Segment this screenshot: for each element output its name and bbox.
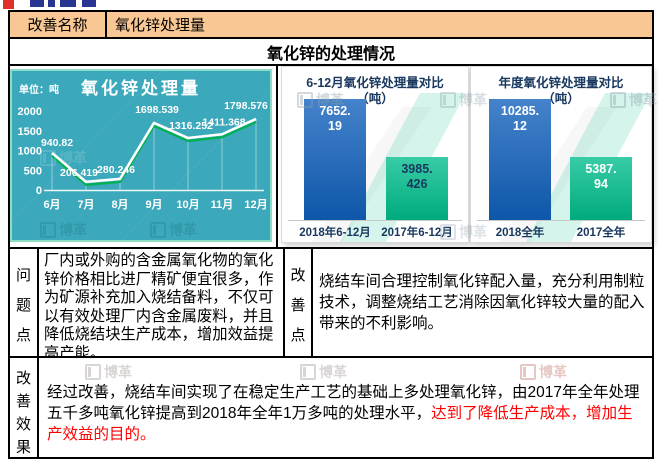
- line-chart-unit-label: 单位：吨: [19, 85, 59, 96]
- svg-text:1411.368: 1411.368: [202, 116, 245, 128]
- annual-comparison-bar-chart: 年度氧化锌处理量对比 （吨） 10285. 12 2018全年 5387. 94 2017…: [470, 66, 652, 243]
- svg-text:1316.252: 1316.252: [169, 120, 213, 132]
- bogee-logo-cropped: [0, 0, 120, 10]
- bar-value-label: 7652. 19: [319, 104, 351, 133]
- bar-category-label: 2017年6-12月: [381, 227, 453, 239]
- svg-text:9月: 9月: [145, 198, 162, 211]
- svg-text:1500: 1500: [18, 126, 42, 138]
- logo-fragment: [30, 0, 44, 7]
- improvement-text: 烧结车间合理控制氧化锌配入量，充分利用制粒技术，调整烧结工艺消除因氧化锌较大量的…: [319, 273, 645, 332]
- line-chart-title: 氧化锌处理量: [81, 79, 201, 98]
- problem-text-cell: 厂内或外购的含金属氧化物的氧化锌价格相比进厂精矿便宜很多，作为矿源补充加入烧结备…: [37, 247, 285, 362]
- bar-value-label: 10285. 12: [500, 104, 540, 133]
- line-chart-panel: 0 500 1000 1500 2000 6月 7月 8月 9月 10月 11月 12月 940.82 2…: [10, 69, 272, 242]
- svg-text:10月: 10月: [176, 198, 199, 211]
- effect-text-cell: 经过改善，烧结车间实现了在稳定生产工艺的基础上多处理氧化锌，由2017年全年处理…: [37, 356, 654, 459]
- bar-category-label: 2018全年: [495, 227, 545, 239]
- improvement-label: 改 善 点: [290, 267, 306, 344]
- svg-text:2000: 2000: [18, 106, 42, 118]
- bar-category-label: 2018年6-12月: [299, 227, 371, 239]
- x-axis-line: [288, 220, 462, 221]
- half-year-comparison-bar-chart: 6-12月氧化锌处理量对比 （吨） 7652. 19 2018年6-12月 3985.…: [281, 66, 469, 243]
- improvement-name-value: 氧化锌处理量: [115, 17, 206, 34]
- svg-text:500: 500: [24, 165, 42, 177]
- logo-fragment: [82, 0, 96, 7]
- logo-fragment: [60, 0, 76, 7]
- bar-chart-unit: （吨）: [542, 92, 580, 106]
- svg-text:8月: 8月: [111, 198, 128, 211]
- cell-divider: [276, 64, 278, 249]
- improvement-label-cell: 改 善 点: [283, 247, 313, 358]
- logo-fragment: [48, 0, 55, 7]
- logo-red-square: [3, 0, 14, 9]
- svg-text:7月: 7月: [77, 198, 94, 211]
- bar-chart-title: 6-12月氧化锌处理量对比: [306, 76, 444, 90]
- improvement-text-cell: 烧结车间合理控制氧化锌配入量，充分利用制粒技术，调整烧结工艺消除因氧化锌较大量的…: [311, 247, 654, 358]
- improvement-name-label: 改善名称: [27, 17, 88, 34]
- svg-text:280.246: 280.246: [97, 164, 135, 176]
- svg-text:1698.539: 1698.539: [135, 104, 179, 116]
- bar-category-label: 2017全年: [576, 227, 626, 239]
- bar-value-label: 3985. 426: [401, 162, 433, 191]
- svg-text:1798.576: 1798.576: [224, 100, 268, 112]
- improvement-name-label-cell: 改善名称: [8, 10, 107, 39]
- svg-text:206.419: 206.419: [60, 167, 98, 179]
- effect-text-black: 经过改善，烧结车间实现了在稳定生产工艺的基础上多处理氧化锌，由2017年全年处理…: [47, 384, 640, 422]
- svg-text:11月: 11月: [211, 198, 234, 211]
- improvement-name-value-cell: 氧化锌处理量: [105, 10, 654, 39]
- svg-text:1000: 1000: [18, 146, 42, 158]
- bar-2018全年: 10285. 12: [489, 99, 551, 220]
- problem-text: 厂内或外购的含金属氧化物的氧化锌价格相比进厂精矿便宜很多，作为矿源补充加入烧结备…: [44, 252, 274, 362]
- x-axis-line: [477, 220, 645, 221]
- effect-text: 经过改善，烧结车间实现了在稳定生产工艺的基础上多处理氧化锌，由2017年全年处理…: [39, 358, 652, 445]
- svg-text:6月: 6月: [43, 198, 60, 211]
- bar-value-label: 5387. 94: [585, 162, 617, 191]
- page-title: 氧化锌的处理情况: [266, 45, 395, 63]
- section-title-cell: 氧化锌的处理情况: [8, 37, 654, 66]
- svg-text:12月: 12月: [244, 198, 267, 211]
- zinc-oxide-monthly-line-chart: 0 500 1000 1500 2000 6月 7月 8月 9月 10月 11月 12月 940.82 2…: [12, 71, 270, 240]
- bar-2018年6-12月: 7652. 19: [304, 99, 366, 220]
- bar-2017年6-12月: 3985. 426: [386, 157, 448, 220]
- effect-label-cell: 改 善 效 果: [8, 356, 39, 459]
- effect-label: 改 善 效 果: [15, 370, 31, 456]
- effect-text-red-highlight: 达到了降低生产成本，增加生产效益的目的。: [47, 405, 633, 443]
- svg-text:0: 0: [36, 185, 42, 197]
- problem-label: 问 题 点: [15, 267, 31, 344]
- problem-label-cell: 问 题 点: [8, 247, 39, 358]
- bar-2017全年: 5387. 94: [570, 157, 632, 220]
- svg-text:940.82: 940.82: [41, 137, 73, 149]
- bar-chart-title: 年度氧化锌处理量对比: [498, 76, 624, 90]
